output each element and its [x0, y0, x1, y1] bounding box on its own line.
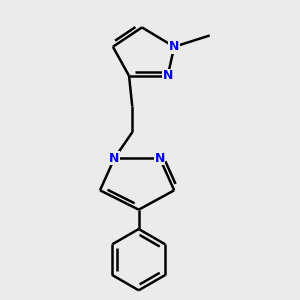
Text: N: N [109, 152, 120, 165]
Text: N: N [169, 40, 179, 53]
Text: N: N [163, 69, 173, 82]
Text: N: N [154, 152, 165, 165]
